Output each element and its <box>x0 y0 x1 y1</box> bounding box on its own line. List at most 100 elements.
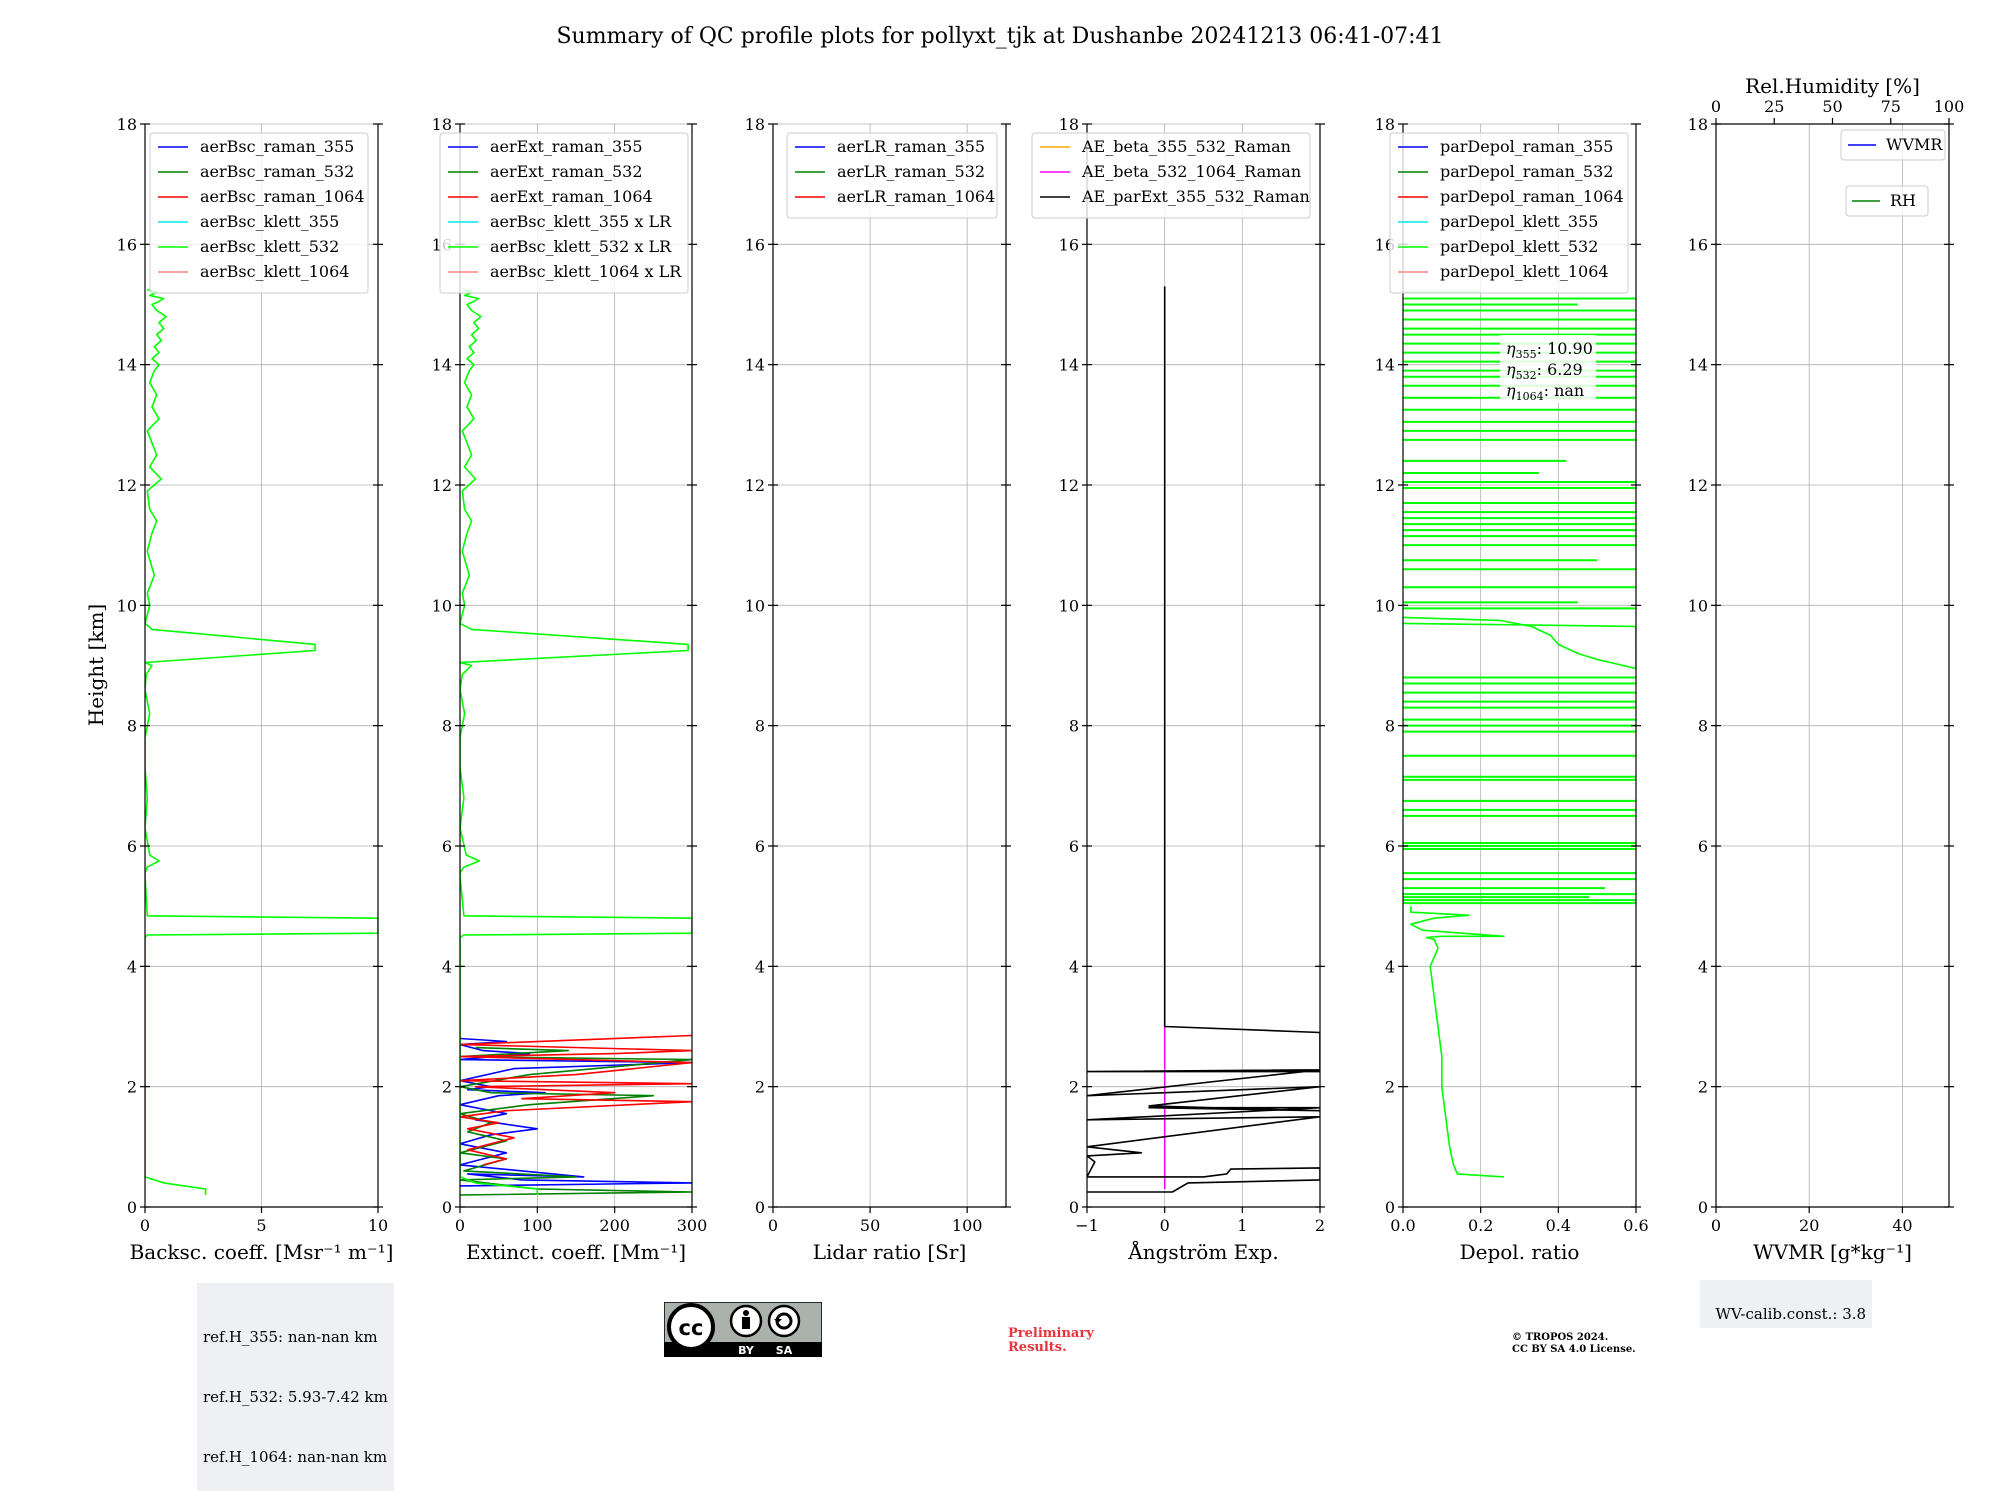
legend-box <box>1845 185 1929 217</box>
x-tick-label: 40 <box>1892 1216 1912 1235</box>
x-tick-label: 0 <box>1160 1216 1170 1235</box>
y-tick-label: 4 <box>755 957 765 976</box>
by-label: BY <box>738 1344 755 1357</box>
cc-text: cc <box>679 1316 704 1340</box>
legend-label: aerBsc_klett_355 <box>200 212 339 231</box>
y-tick-label: 12 <box>117 476 137 495</box>
legend-label: AE_beta_355_532_Raman <box>1081 137 1291 156</box>
y-tick-label: 0 <box>1698 1198 1708 1217</box>
x-axis-label: Depol. ratio <box>1460 1240 1580 1264</box>
legend-label: parDepol_raman_355 <box>1440 137 1613 156</box>
y-tick-label: 14 <box>117 356 137 375</box>
y-tick-label: 12 <box>1688 476 1708 495</box>
legend-label: aerLR_raman_532 <box>837 162 985 181</box>
legend-label: aerLR_raman_1064 <box>837 187 995 206</box>
preliminary-line-1: Preliminary <box>1008 1326 1094 1341</box>
legend-label: aerBsc_klett_1064 x LR <box>490 262 682 281</box>
attribution-icon <box>729 1304 763 1338</box>
x-tick-label: −1 <box>1075 1216 1099 1235</box>
x-axis-label: Lidar ratio [Sr] <box>813 1240 967 1264</box>
legend-label: aerBsc_klett_355 x LR <box>490 212 672 231</box>
y-tick-label: 6 <box>1069 837 1079 856</box>
y-tick-label: 0 <box>1385 1198 1395 1217</box>
y-tick-label: 2 <box>755 1078 765 1097</box>
legend-label: parDepol_klett_355 <box>1440 212 1598 231</box>
x-tick-label: 0 <box>768 1216 778 1235</box>
y-tick-label: 12 <box>1375 476 1395 495</box>
preliminary-line-2: Results. <box>1008 1340 1067 1355</box>
x-tick-label: 0 <box>455 1216 465 1235</box>
y-tick-label: 4 <box>1698 957 1708 976</box>
x-axis-label: Extinct. coeff. [Mm⁻¹] <box>466 1240 686 1264</box>
x-axis-label: WVMR [g*kg⁻¹] <box>1753 1240 1912 1264</box>
data-layer <box>1087 286 1320 1193</box>
y-tick-label: 10 <box>745 596 765 615</box>
x-tick-label: 5 <box>256 1216 266 1235</box>
y-tick-label: 10 <box>1688 596 1708 615</box>
y-tick-label: 0 <box>127 1198 137 1217</box>
legend-label: parDepol_klett_532 <box>1440 237 1598 256</box>
x-tick-label: 300 <box>677 1216 708 1235</box>
copyright-notice: © TROPOS 2024. CC BY SA 4.0 License. <box>1512 1332 1636 1356</box>
legend-box <box>1389 132 1629 294</box>
legend-box <box>1031 132 1311 219</box>
copyright-line-2: CC BY SA 4.0 License. <box>1512 1344 1636 1355</box>
data-layer <box>460 288 692 1196</box>
legend-label: WVMR <box>1886 135 1943 154</box>
x-axis-label: Backsc. coeff. [Msr⁻¹ m⁻¹] <box>130 1240 394 1264</box>
y-tick-label: 14 <box>1059 356 1079 375</box>
panel-bsc: 0 2 4 6 8 10 12 14 16 18 0 5 10 Backsc. coeff. [Msr⁻¹… <box>117 115 394 1264</box>
y-tick-label: 8 <box>1069 717 1079 736</box>
legend-box <box>786 132 998 219</box>
y-tick-label: 16 <box>117 235 137 254</box>
y-tick-label: 0 <box>755 1198 765 1217</box>
legend-label: aerBsc_klett_1064 <box>200 262 349 281</box>
legend-label: parDepol_raman_532 <box>1440 162 1613 181</box>
legend: aerBsc_raman_355 aerBsc_raman_532 aerBsc_r… <box>149 132 369 294</box>
y-tick-label: 4 <box>127 957 137 976</box>
y-tick-label: 16 <box>1688 235 1708 254</box>
legend-label: aerLR_raman_355 <box>837 137 985 156</box>
legend-label: RH <box>1890 191 1916 210</box>
legend-label: aerExt_raman_1064 <box>490 187 653 206</box>
legend-box <box>1840 129 1946 161</box>
x-tick-label: 50 <box>860 1216 880 1235</box>
cc-icon: cc <box>667 1303 715 1351</box>
y-tick-label: 2 <box>1698 1078 1708 1097</box>
y-tick-label: 18 <box>1688 115 1708 134</box>
annotation-box <box>1500 335 1596 403</box>
x-tick-label: 100 <box>952 1216 983 1235</box>
eta-label: η532: 6.29 <box>1506 360 1583 382</box>
legend-label: aerBsc_klett_532 x LR <box>490 237 672 256</box>
legend-label: aerBsc_raman_355 <box>200 137 354 156</box>
series-parDepol_klett_532 <box>1403 616 1636 670</box>
y-tick-label: 4 <box>1385 957 1395 976</box>
wv-calibration-box: WV-calib.const.: 3.8 <box>1700 1280 1873 1328</box>
x-tick-label: 1 <box>1237 1216 1247 1235</box>
y-tick-label: 16 <box>1059 235 1079 254</box>
figure: Summary of QC profile plots for pollyxt_… <box>84 24 1965 1264</box>
x-tick-label: 10 <box>368 1216 388 1235</box>
y-axis-label: Height [km] <box>84 604 108 726</box>
y-tick-label: 0 <box>442 1198 452 1217</box>
y-tick-label: 8 <box>755 717 765 736</box>
legend: parDepol_raman_355 parDepol_raman_532 parD… <box>1389 132 1629 294</box>
ref-height-1064: ref.H_1064: nan-nan km <box>203 1448 388 1466</box>
x2-tick-label: 25 <box>1764 97 1784 116</box>
series-AE_parExt_355_532_Raman <box>1087 286 1320 1193</box>
cc-license-badge[interactable]: cc BY SA <box>663 1301 823 1358</box>
y-tick-label: 8 <box>442 717 452 736</box>
y-tick-label: 12 <box>1059 476 1079 495</box>
legend-label: aerExt_raman_355 <box>490 137 643 156</box>
legend-label: parDepol_raman_1064 <box>1440 187 1624 206</box>
series-aerExt_raman_532 <box>460 1046 692 1196</box>
y-tick-label: 10 <box>1375 596 1395 615</box>
preliminary-notice: Preliminary Results. <box>1008 1327 1094 1355</box>
y-tick-label: 2 <box>1069 1078 1079 1097</box>
y-tick-label: 8 <box>1698 717 1708 736</box>
x-tick-label: 0 <box>1711 1216 1721 1235</box>
